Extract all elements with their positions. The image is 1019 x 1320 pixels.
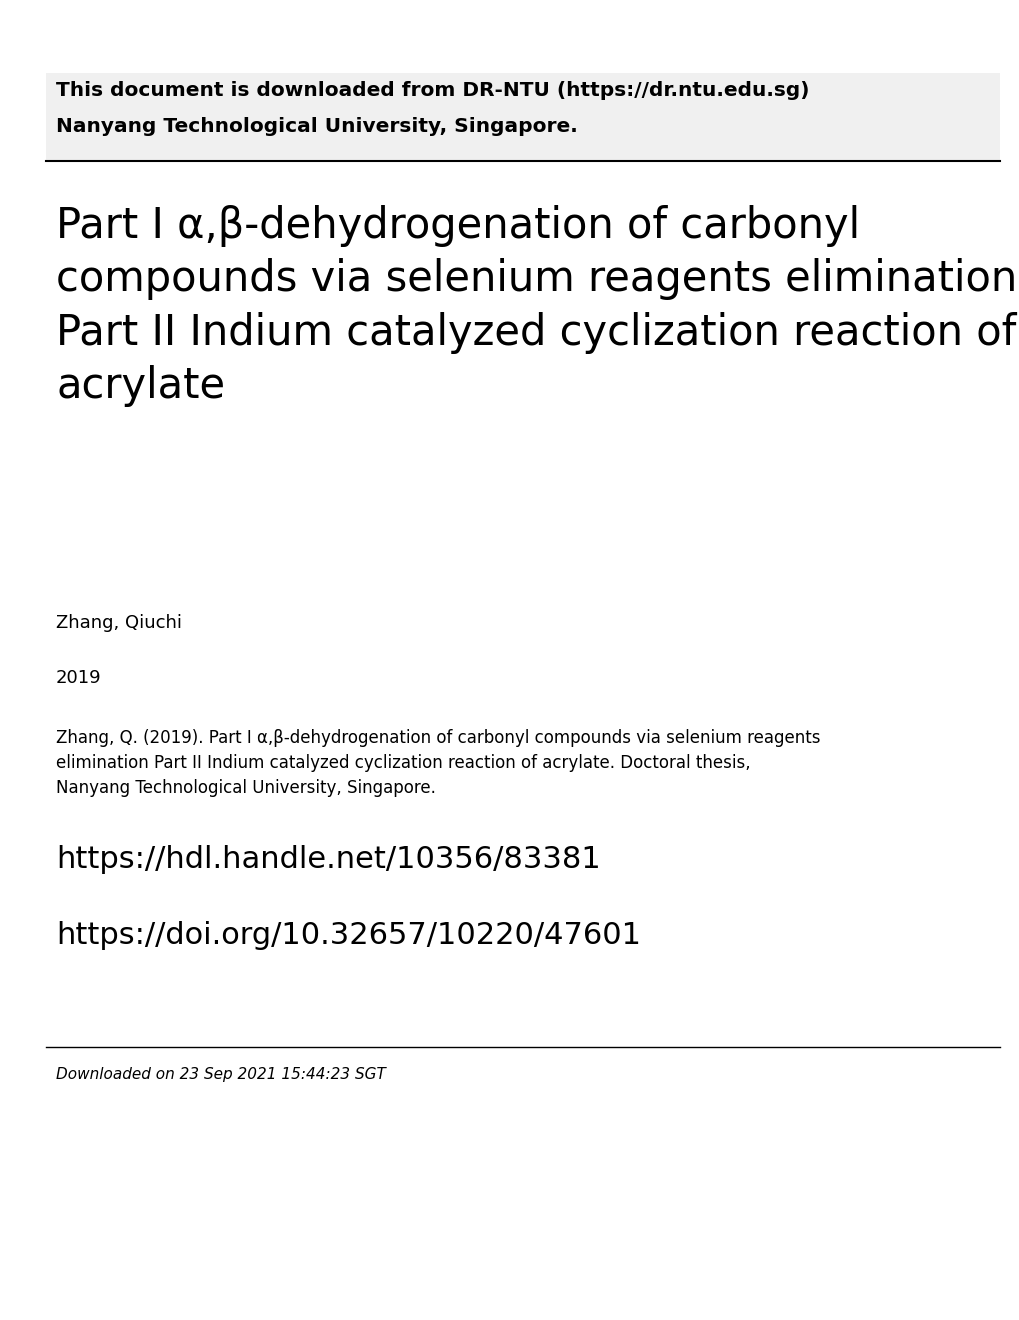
Text: Zhang, Qiuchi: Zhang, Qiuchi	[56, 614, 182, 632]
Text: Downloaded on 23 Sep 2021 15:44:23 SGT: Downloaded on 23 Sep 2021 15:44:23 SGT	[56, 1067, 385, 1081]
Bar	[46, 73, 999, 161]
Text: https://doi.org/10.32657/10220/47601: https://doi.org/10.32657/10220/47601	[56, 921, 641, 950]
Text: Zhang, Q. (2019). Part I α,β-dehydrogenation of carbonyl compounds via selenium : Zhang, Q. (2019). Part I α,β-dehydrogena…	[56, 729, 820, 797]
Text: Part I α,β-dehydrogenation of carbonyl
compounds via selenium reagents eliminati: Part I α,β-dehydrogenation of carbonyl c…	[56, 205, 1016, 408]
Text: This document is downloaded from DR-NTU (https://dr.ntu.edu.sg): This document is downloaded from DR-NTU …	[56, 81, 809, 99]
Text: Nanyang Technological University, Singapore.: Nanyang Technological University, Singap…	[56, 117, 578, 136]
Text: 2019: 2019	[56, 669, 102, 688]
Text: https://hdl.handle.net/10356/83381: https://hdl.handle.net/10356/83381	[56, 845, 600, 874]
